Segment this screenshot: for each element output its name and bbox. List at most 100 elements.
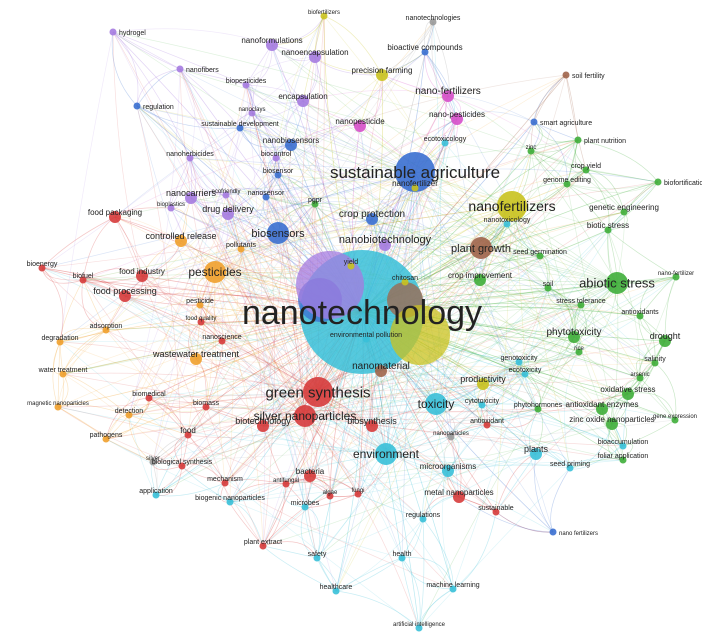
node-pgpr[interactable] xyxy=(311,200,319,208)
node-phytohormones[interactable] xyxy=(534,405,542,413)
node-rice[interactable] xyxy=(575,348,583,356)
node-productivity[interactable] xyxy=(477,378,489,390)
node-abiotic-stress[interactable] xyxy=(606,272,628,294)
node-biological-synthesis[interactable] xyxy=(178,462,186,470)
node-sustainable-agriculture[interactable] xyxy=(395,152,435,192)
node-biocontrol[interactable] xyxy=(272,154,280,162)
node-yield[interactable] xyxy=(347,262,355,270)
node-nanobiosensors[interactable] xyxy=(285,139,297,151)
node-bacteria[interactable] xyxy=(304,470,316,482)
node-ecofriendly[interactable] xyxy=(222,191,230,199)
node-food-packaging[interactable] xyxy=(109,211,121,223)
node-nanofertilizer[interactable] xyxy=(411,184,419,192)
node-wastewater-treatment[interactable] xyxy=(190,353,202,365)
node-plant-growth[interactable] xyxy=(470,237,492,259)
node-nano-fertilizers[interactable] xyxy=(442,90,454,102)
node-biofertilizers[interactable] xyxy=(320,12,328,20)
node-biotechnology[interactable] xyxy=(257,420,269,432)
node-stress-tolerance[interactable] xyxy=(577,301,585,309)
node-toxicity[interactable] xyxy=(425,393,447,415)
node-food[interactable] xyxy=(184,431,192,439)
node-sustainable-development[interactable] xyxy=(236,124,244,132)
node-ecotoxicology[interactable] xyxy=(441,139,449,147)
node-food-processing[interactable] xyxy=(119,290,131,302)
node-healthcare[interactable] xyxy=(332,587,340,595)
node-zinc-oxide-np[interactable] xyxy=(606,418,618,430)
node-pesticides[interactable] xyxy=(204,261,226,283)
node-genetic-engineering[interactable] xyxy=(620,208,628,216)
node-bioactive-compounds[interactable] xyxy=(421,48,429,56)
node-env-pollution[interactable] xyxy=(362,335,370,343)
node-biofortification[interactable] xyxy=(654,178,662,186)
node-nanotechnologies[interactable] xyxy=(429,18,437,26)
node-smart-agriculture[interactable] xyxy=(530,118,538,126)
node-soil-fertility[interactable] xyxy=(562,71,570,79)
node-nanofertilizers[interactable] xyxy=(497,191,527,221)
node-silver[interactable] xyxy=(149,458,157,466)
node-food-industry[interactable] xyxy=(136,270,148,282)
node-microbes[interactable] xyxy=(301,503,309,511)
node-silver-np[interactable] xyxy=(294,405,316,427)
node-biopesticides[interactable] xyxy=(242,81,250,89)
node-adsorption[interactable] xyxy=(102,326,110,334)
node-nanoencapsulation[interactable] xyxy=(309,51,321,63)
node-nanoscience[interactable] xyxy=(218,337,226,345)
node-magnetic-np[interactable] xyxy=(54,403,62,411)
node-genome-editing[interactable] xyxy=(563,180,571,188)
node-nanosensor[interactable] xyxy=(262,193,270,201)
node-controlled-release[interactable] xyxy=(175,235,187,247)
node-oxidative-stress[interactable] xyxy=(622,388,634,400)
node-antifungal[interactable] xyxy=(282,480,290,488)
node-biosensors[interactable] xyxy=(267,222,289,244)
node-biosynthesis[interactable] xyxy=(366,420,378,432)
node-biotic-stress[interactable] xyxy=(604,226,612,234)
node-algae[interactable] xyxy=(326,492,334,500)
node-plant-nutrition[interactable] xyxy=(574,136,582,144)
node-bioplastics[interactable] xyxy=(167,204,175,212)
node-green-synthesis[interactable] xyxy=(303,377,333,407)
node-pesticide[interactable] xyxy=(196,301,204,309)
node-phytotoxicity[interactable] xyxy=(568,331,580,343)
node-biomedical[interactable] xyxy=(145,394,153,402)
node-pathogens[interactable] xyxy=(102,435,110,443)
node-foliar-application[interactable] xyxy=(619,456,627,464)
node-fungi[interactable] xyxy=(354,490,362,498)
node-cytotoxicity[interactable] xyxy=(478,401,486,409)
node-gene-expression[interactable] xyxy=(671,416,679,424)
node-salinity[interactable] xyxy=(651,359,659,367)
node-nano-fertilizers2[interactable] xyxy=(549,528,557,536)
node-metal-np[interactable] xyxy=(453,491,465,503)
node-seed-germination[interactable] xyxy=(536,252,544,260)
node-bioenergy[interactable] xyxy=(38,264,46,272)
node-crop-protection[interactable] xyxy=(366,213,378,225)
node-hydrogel[interactable] xyxy=(109,28,117,36)
node-sustainable[interactable] xyxy=(492,508,500,516)
node-nanopesticide[interactable] xyxy=(354,120,366,132)
node-mechanism[interactable] xyxy=(221,479,229,487)
node-nanocarriers[interactable] xyxy=(185,192,197,204)
node-health[interactable] xyxy=(398,554,406,562)
node-nanoclays[interactable] xyxy=(248,109,256,117)
node-ecotoxicity[interactable] xyxy=(521,370,529,378)
node-zinc[interactable] xyxy=(527,147,535,155)
node-nanoformulations[interactable] xyxy=(266,39,278,51)
node-seed-priming[interactable] xyxy=(566,464,574,472)
node-bioaccumulation[interactable] xyxy=(619,442,627,450)
node-plants[interactable] xyxy=(530,448,542,460)
node-degradation[interactable] xyxy=(56,338,64,346)
node-nanotoxicology[interactable] xyxy=(503,220,511,228)
node-regulation[interactable] xyxy=(133,102,141,110)
node-antioxidant-enzymes[interactable] xyxy=(596,403,608,415)
node-microorganisms[interactable] xyxy=(442,465,454,477)
node-drug-delivery[interactable] xyxy=(222,208,234,220)
node-biosensor[interactable] xyxy=(274,171,282,179)
node-drought[interactable] xyxy=(659,335,671,347)
node-nanoherbicides[interactable] xyxy=(186,154,194,162)
node-chitosan[interactable] xyxy=(401,278,409,286)
node-antioxidant[interactable] xyxy=(483,421,491,429)
node-food-quality[interactable] xyxy=(197,318,205,326)
node-precision-farming[interactable] xyxy=(376,69,388,81)
node-biogenic-np[interactable] xyxy=(226,498,234,506)
node-detection[interactable] xyxy=(125,411,133,419)
node-crop-yield[interactable] xyxy=(582,166,590,174)
